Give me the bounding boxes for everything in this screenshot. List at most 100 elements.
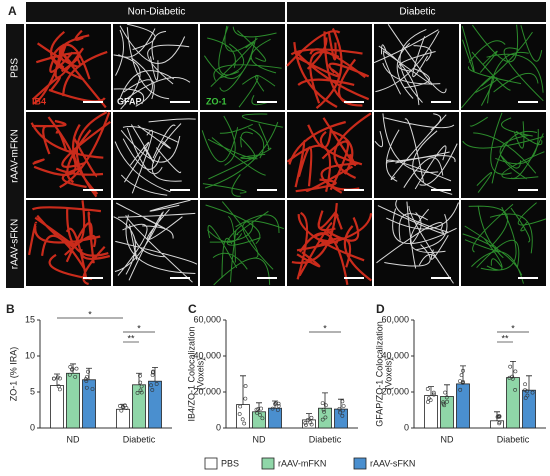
- legend-label: rAAV-sFKN: [370, 458, 415, 468]
- data-point: [338, 410, 342, 415]
- column-header: Non-Diabetic: [128, 7, 186, 18]
- row-header-bg: [6, 24, 24, 288]
- data-point: [70, 367, 75, 371]
- data-point: [118, 404, 122, 408]
- data-point: [70, 367, 74, 372]
- data-point: [243, 396, 248, 401]
- vessel-texture: [286, 112, 372, 194]
- micrograph: [461, 24, 546, 110]
- data-point: [525, 389, 529, 394]
- data-point: [320, 417, 325, 422]
- vessel-texture: [31, 29, 108, 109]
- data-point: [510, 376, 515, 381]
- bar: [50, 385, 64, 429]
- data-point: [276, 401, 281, 406]
- data-point: [523, 382, 527, 387]
- data-point: [86, 369, 90, 374]
- x-tick-label: ND: [67, 434, 80, 444]
- panel-letter: D: [376, 302, 385, 316]
- y-tick-label: 40,000: [381, 350, 409, 360]
- data-point: [530, 390, 535, 395]
- channel-label: ZO-1: [206, 96, 227, 106]
- data-point: [304, 422, 308, 427]
- x-tick-label: ND: [441, 434, 454, 444]
- bar: [490, 420, 504, 429]
- data-point: [84, 385, 89, 390]
- data-point: [275, 408, 280, 412]
- data-point: [119, 408, 124, 413]
- error-bar: [152, 367, 158, 382]
- data-point: [320, 401, 325, 405]
- y-tick-label: 20,000: [381, 386, 409, 396]
- data-point: [340, 408, 345, 413]
- bar: [82, 379, 96, 429]
- data-point: [276, 403, 281, 408]
- data-point: [138, 388, 143, 393]
- data-point: [74, 366, 79, 371]
- vessel-texture: [30, 111, 111, 198]
- column-header-bg: [26, 2, 285, 22]
- data-point: [461, 368, 465, 373]
- y-tick-label: 60,000: [193, 314, 221, 324]
- data-point: [67, 372, 72, 377]
- x-tick-label: Diabetic: [309, 434, 342, 444]
- column-header-bg: [287, 2, 546, 22]
- data-point: [90, 387, 95, 391]
- data-point: [58, 376, 62, 381]
- bar: [66, 372, 80, 429]
- bar: [252, 411, 266, 429]
- y-axis-label: (Voxels): [195, 358, 205, 391]
- data-point: [138, 380, 143, 385]
- data-point: [497, 421, 502, 426]
- data-point: [242, 421, 247, 426]
- data-point: [341, 404, 346, 408]
- data-point: [256, 407, 260, 412]
- y-tick-label: 60,000: [381, 314, 409, 324]
- data-point: [458, 379, 462, 384]
- data-point: [308, 420, 313, 425]
- bar: [116, 408, 130, 429]
- data-point: [432, 392, 436, 397]
- row-label: PBS: [10, 58, 21, 78]
- data-point: [445, 399, 449, 404]
- data-point: [508, 364, 513, 369]
- data-point: [135, 391, 140, 395]
- significance-label: **: [127, 333, 135, 343]
- significance-label: **: [501, 333, 509, 343]
- data-point: [496, 414, 501, 419]
- y-tick-label: 5: [30, 386, 35, 396]
- error-bar: [526, 375, 532, 391]
- bar: [456, 383, 470, 429]
- legend-swatch: [204, 457, 218, 470]
- significance-label: *: [137, 323, 141, 333]
- bar: [440, 396, 454, 429]
- data-point: [270, 406, 275, 411]
- data-point: [337, 406, 342, 411]
- data-point: [237, 412, 242, 416]
- panel-letter: C: [188, 302, 197, 316]
- error-bar: [510, 361, 516, 378]
- data-point: [259, 406, 263, 411]
- data-point: [441, 401, 446, 406]
- y-axis-label: ZO-1 (% IRA): [8, 347, 18, 402]
- vessel-texture: [373, 24, 447, 106]
- vessel-texture: [286, 28, 370, 109]
- data-point: [321, 407, 326, 412]
- vessel-texture: [203, 25, 282, 108]
- micrograph: [374, 24, 459, 110]
- data-point: [507, 375, 512, 380]
- bar: [268, 407, 282, 429]
- vessel-texture: [201, 113, 283, 197]
- data-point: [273, 402, 277, 406]
- significance-label: *: [511, 323, 515, 333]
- x-tick-label: ND: [253, 434, 266, 444]
- vessel-texture: [113, 199, 198, 283]
- data-point: [425, 387, 430, 391]
- y-tick-label: 10: [25, 350, 35, 360]
- bar: [424, 395, 438, 429]
- data-point: [497, 414, 502, 419]
- y-tick-label: 0: [404, 422, 409, 432]
- data-point: [428, 398, 433, 403]
- legend-swatch: [353, 457, 367, 470]
